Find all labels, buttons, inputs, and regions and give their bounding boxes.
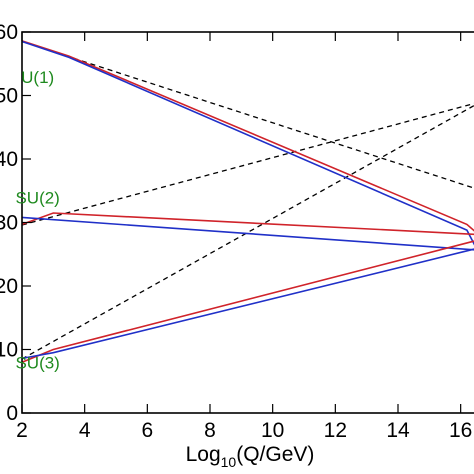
series-line-5: [21, 212, 474, 236]
y-tick-label: 10: [0, 339, 18, 362]
y-tick-label: 30: [0, 212, 18, 235]
series-line-0: [21, 40, 474, 189]
annotation-label: SU(2): [15, 188, 59, 207]
x-tick-label: 2: [16, 419, 28, 442]
x-tick-label: 16: [449, 419, 472, 442]
x-axis-label: Log10(Q/GeV): [186, 443, 315, 470]
x-tick-label: 10: [261, 419, 284, 442]
x-axis-label-main: Log: [186, 443, 221, 466]
y-tick-label: 40: [0, 148, 18, 171]
x-tick-label: 4: [79, 419, 91, 442]
x-tick-label: 14: [386, 419, 410, 442]
x-tick-label: 12: [324, 419, 347, 442]
annotation-label: SU(3): [15, 354, 59, 373]
series-line-3: [21, 40, 474, 232]
x-axis-label-rest: (Q/GeV): [236, 443, 314, 466]
series-line-4: [21, 40, 474, 246]
series-layer: [21, 40, 474, 363]
x-axis-label-sub: 10: [221, 454, 237, 470]
series-line-7: [21, 240, 474, 363]
annotation-layer: U(1) SU(2) SU(3): [15, 68, 59, 373]
x-tick-label: 8: [204, 419, 216, 442]
series-line-8: [21, 248, 474, 360]
x-tick-label: 6: [141, 419, 153, 442]
series-line-6: [21, 216, 474, 251]
y-tick-label: 0: [6, 402, 18, 425]
ticks-layer: 2 4 6 8 10 12 14 16 0 10 20 30 40 50 60: [0, 21, 472, 442]
series-line-1: [21, 102, 474, 226]
y-tick-label: 20: [0, 275, 18, 298]
annotation-label: U(1): [21, 68, 54, 87]
y-tick-label: 60: [0, 21, 18, 44]
y-tick-label: 50: [0, 85, 18, 108]
